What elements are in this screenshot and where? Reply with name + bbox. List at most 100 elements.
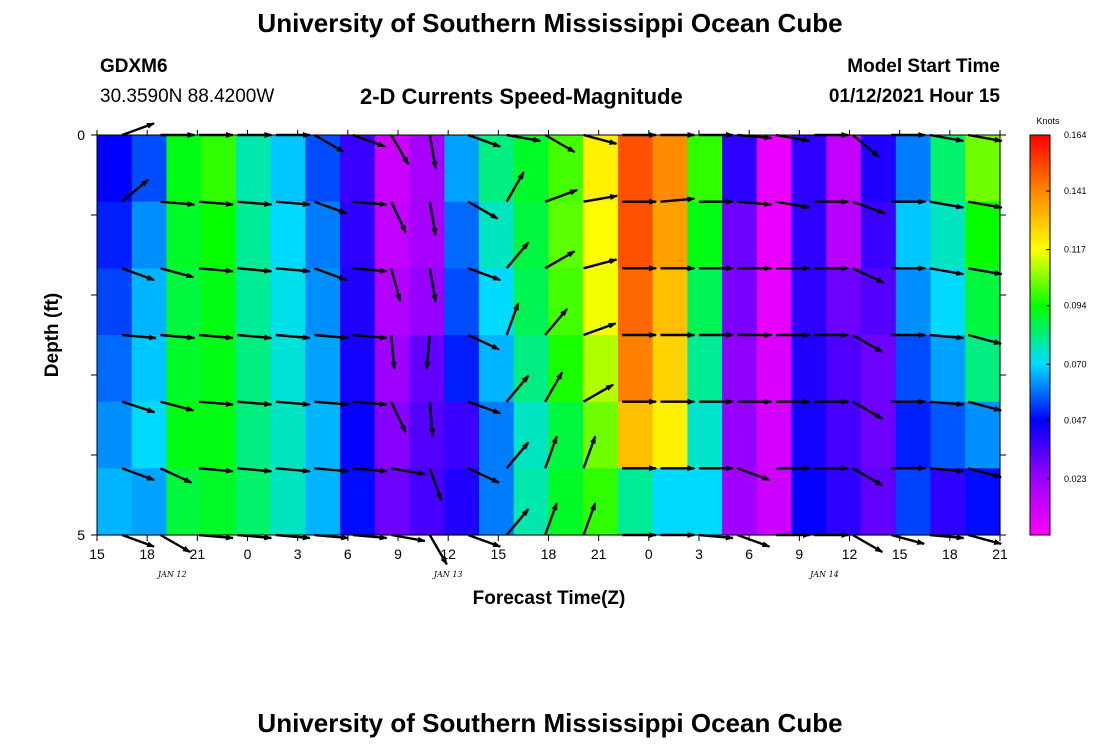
- heatmap-cell: [652, 268, 689, 336]
- date-label: JAN 13: [432, 570, 463, 579]
- y-tick-label: 5: [77, 527, 85, 543]
- heatmap-cell: [930, 401, 966, 469]
- heatmap-cell: [791, 135, 827, 203]
- current-vector-arrow: [583, 133, 618, 145]
- current-vector-arrow: [160, 200, 196, 207]
- heatmap-cells: [97, 135, 1001, 536]
- heatmap-cell: [548, 201, 584, 269]
- current-vector-arrow: [313, 267, 348, 282]
- heatmap-cell: [687, 335, 723, 403]
- y-axis: 05: [77, 127, 1006, 543]
- heatmap-cell: [756, 268, 793, 336]
- heatmap-cell: [201, 468, 237, 536]
- heatmap-cell: [166, 201, 202, 269]
- current-vector-arrow: [967, 133, 1003, 143]
- heatmap-cell: [374, 401, 411, 469]
- heatmap-cell: [861, 468, 897, 536]
- current-vector-arrow: [929, 467, 965, 474]
- current-vector-arrow: [352, 200, 388, 207]
- current-vector-arrow: [544, 188, 579, 203]
- current-vector-arrow: [198, 467, 234, 474]
- heatmap-cell: [444, 468, 480, 536]
- current-vector-arrow: [198, 200, 234, 207]
- current-vector-arrow: [775, 200, 811, 210]
- heatmap-cell: [722, 201, 758, 269]
- heatmap-cell: [687, 201, 723, 269]
- heatmap-cell: [826, 268, 862, 336]
- current-vector-arrow: [275, 400, 311, 407]
- heatmap-cell: [444, 335, 480, 403]
- heatmap-cell: [409, 201, 445, 269]
- heatmap-cell: [270, 268, 306, 336]
- heatmap-cell: [340, 401, 376, 469]
- heatmap-cell: [374, 468, 411, 536]
- heatmap-cell: [861, 268, 897, 336]
- heatmap-cell: [513, 135, 550, 203]
- heatmap-cell: [513, 401, 550, 469]
- colorbar-tick-label: 0.164: [1064, 130, 1087, 140]
- footer-title: University of Southern Mississippi Ocean…: [257, 708, 843, 738]
- current-vector-arrow: [160, 267, 195, 279]
- current-vector-arrow: [929, 333, 965, 341]
- heatmap-cell: [652, 201, 689, 269]
- heatmap-cell: [930, 335, 966, 403]
- heatmap-cell: [722, 135, 758, 203]
- current-vector-arrow: [352, 400, 388, 407]
- colorbar-tick-label: 0.070: [1064, 359, 1087, 369]
- current-vector-arrow: [544, 133, 576, 154]
- heatmap-cell: [235, 401, 272, 469]
- colorbar-tick-label: 0.117: [1064, 245, 1086, 255]
- heatmap-cell: [687, 135, 723, 203]
- current-vector-arrow: [352, 467, 388, 474]
- heatmap-cell: [791, 401, 827, 469]
- current-vector-arrow: [890, 533, 926, 545]
- heatmap-cell: [97, 401, 133, 469]
- current-vector-arrow: [237, 267, 273, 274]
- current-vector-arrow: [428, 401, 436, 437]
- heatmap-cell: [965, 201, 1001, 269]
- current-vector-arrow: [582, 435, 597, 469]
- colorbar-tick-label: 0.094: [1064, 301, 1087, 311]
- current-vector-arrow: [237, 467, 273, 474]
- heatmap-cell: [235, 135, 272, 203]
- heatmap-cell: [270, 135, 306, 203]
- current-vector-arrow: [428, 201, 438, 237]
- heatmap-cell: [895, 135, 932, 203]
- colorbar-tick-label: 0.047: [1064, 415, 1087, 425]
- heatmap-cell: [305, 268, 341, 336]
- x-tick-label: 15: [89, 546, 105, 562]
- heatmap-cell: [826, 135, 862, 203]
- heatmap-cell: [687, 468, 723, 536]
- x-tick-label: 12: [842, 546, 858, 562]
- x-tick-label: 6: [344, 546, 352, 562]
- heatmap-cell: [479, 468, 515, 536]
- current-vector-arrow: [505, 171, 525, 203]
- x-tick-label: 21: [992, 546, 1008, 562]
- current-vector-arrow: [583, 258, 618, 270]
- heatmap-cell: [722, 268, 758, 336]
- heatmap-cell: [617, 401, 654, 469]
- heatmap-cell: [652, 401, 689, 469]
- heatmap-cell: [340, 468, 376, 536]
- current-vector-arrow: [852, 333, 884, 354]
- heatmap-cell: [444, 135, 480, 203]
- heatmap-cell: [548, 401, 584, 469]
- current-vector-arrow: [159, 533, 191, 554]
- current-vector-arrow: [852, 400, 884, 420]
- current-vector-arrow: [160, 333, 196, 341]
- x-tick-label: 0: [645, 546, 653, 562]
- current-vector-arrow: [467, 333, 500, 351]
- current-vector-arrow: [275, 333, 311, 341]
- date-label: JAN 14: [808, 570, 839, 579]
- x-tick-label: 9: [394, 546, 402, 562]
- heatmap-cell: [548, 468, 584, 536]
- x-tick-label: 0: [244, 546, 252, 562]
- heatmap-cell: [305, 201, 341, 269]
- current-vector-arrow: [424, 334, 431, 370]
- current-vector-arrow: [505, 302, 520, 336]
- heatmap-cell: [826, 468, 862, 536]
- current-vector-arrow: [313, 200, 348, 215]
- current-vector-arrow: [352, 267, 388, 274]
- current-vector-arrow: [390, 334, 397, 370]
